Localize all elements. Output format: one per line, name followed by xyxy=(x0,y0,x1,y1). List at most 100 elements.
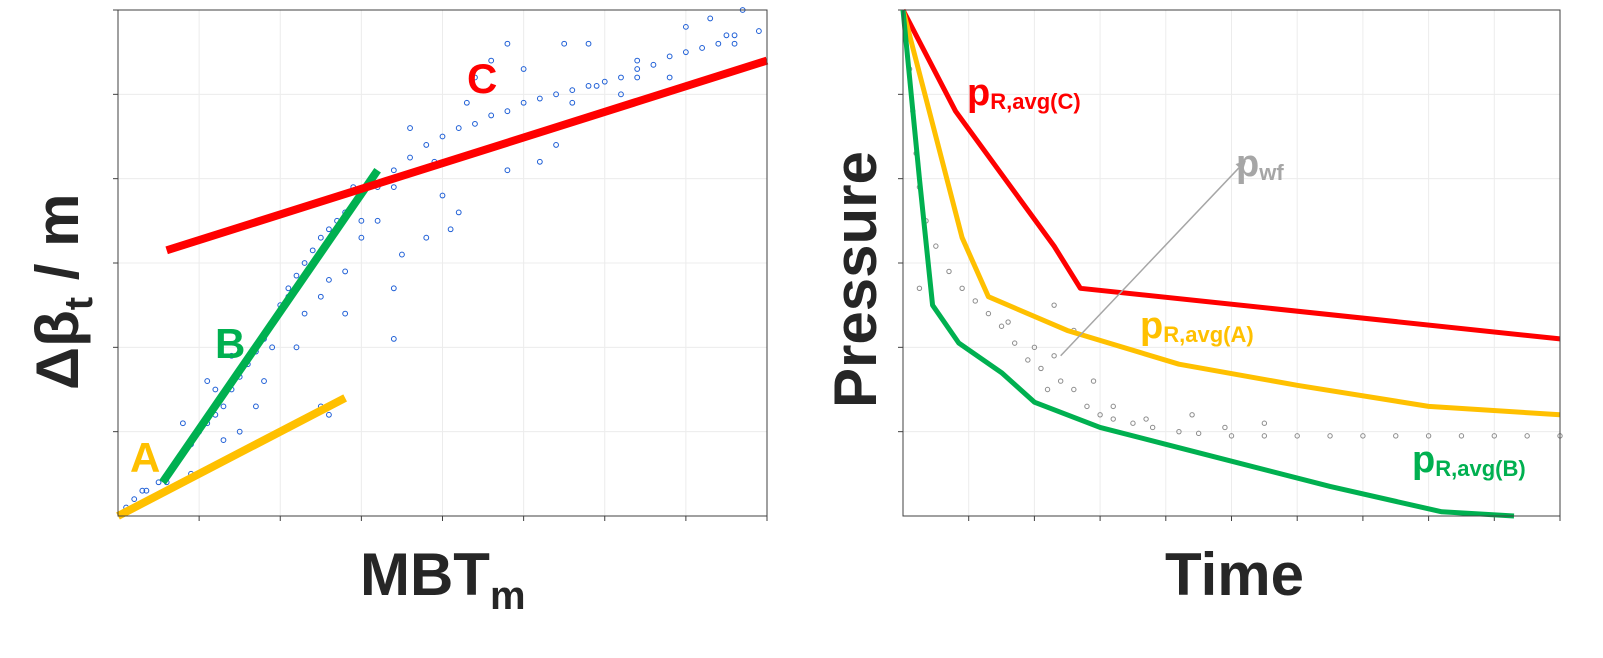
right-y-axis-label: Pressure xyxy=(822,151,889,408)
scatter-point xyxy=(212,386,219,393)
scatter-point xyxy=(715,40,722,47)
scatter-point xyxy=(342,268,349,275)
label-pr-avg-c-sub: R,avg(C) xyxy=(990,89,1080,114)
fit-line-b xyxy=(159,167,381,485)
scatter-point xyxy=(618,91,624,98)
fit-line-c xyxy=(165,56,769,255)
scatter-point xyxy=(488,57,495,64)
pwf-point xyxy=(1090,378,1097,384)
scatter-point xyxy=(309,247,316,254)
left-y-axis-label-main: Δβ xyxy=(24,310,91,390)
scatter-point xyxy=(618,74,624,81)
series-line-pr-avg-b xyxy=(900,9,1515,519)
scatter-point xyxy=(666,74,673,81)
scatter-point xyxy=(261,378,267,384)
pwf-point xyxy=(1011,340,1018,346)
pwf-point xyxy=(1110,403,1116,410)
scatter-point xyxy=(407,154,413,161)
label-pr-avg-c: pR,avg(C) xyxy=(967,72,1081,114)
pwf-point xyxy=(972,298,978,304)
scatter-point xyxy=(326,226,332,233)
scatter-point xyxy=(731,32,738,39)
left-x-axis-label-main: MBT xyxy=(360,541,490,608)
scatter-point xyxy=(269,344,276,351)
left-chart: A B C MBTm Δβt / m xyxy=(24,7,769,618)
scatter-point xyxy=(228,352,235,359)
scatter-point xyxy=(139,487,146,494)
scatter-point xyxy=(390,336,397,342)
scatter-point xyxy=(342,310,349,317)
scatter-point xyxy=(423,142,430,148)
scatter-point xyxy=(358,217,365,224)
scatter-point xyxy=(293,272,300,279)
scatter-point xyxy=(504,40,511,47)
scatter-point xyxy=(536,95,543,102)
scatter-point xyxy=(504,108,511,115)
right-x-axis-label: Time xyxy=(1165,541,1304,608)
pwf-point xyxy=(1071,386,1077,393)
scatter-point xyxy=(569,87,576,94)
pwf-point xyxy=(1044,386,1051,393)
right-chart-pwf-points xyxy=(903,24,1563,439)
pwf-point xyxy=(1005,319,1011,325)
left-x-axis-label-sub: m xyxy=(490,574,526,618)
scatter-point xyxy=(204,378,211,384)
label-pr-avg-a: pR,avg(A) xyxy=(1140,305,1254,347)
scatter-point xyxy=(390,167,397,174)
scatter-point xyxy=(131,496,138,503)
scatter-point xyxy=(220,403,227,410)
scatter-point xyxy=(707,15,714,22)
scatter-point xyxy=(650,61,657,68)
pwf-point xyxy=(1130,420,1136,426)
scatter-point xyxy=(463,99,470,106)
scatter-point xyxy=(682,49,689,56)
scatter-point xyxy=(390,285,397,292)
scatter-point xyxy=(731,40,738,47)
pwf-point xyxy=(933,243,939,249)
scatter-point xyxy=(326,276,332,283)
scatter-point xyxy=(301,310,308,317)
scatter-point xyxy=(520,66,527,72)
scatter-point xyxy=(699,45,705,51)
pwf-point xyxy=(1195,430,1202,437)
left-y-axis-label-tail: / m xyxy=(24,194,91,297)
label-a: A xyxy=(130,434,160,481)
pwf-point xyxy=(1057,378,1064,384)
pwf-point xyxy=(1189,412,1195,418)
pwf-point xyxy=(1051,302,1057,308)
right-chart: pR,avg(C) pwf pR,avg(A) pR,avg(B) Time P… xyxy=(822,8,1563,608)
scatter-point xyxy=(634,66,641,72)
scatter-point xyxy=(155,479,162,486)
pwf-point xyxy=(916,285,923,291)
pwf-point xyxy=(1294,433,1300,439)
scatter-point xyxy=(553,142,559,148)
label-pr-avg-a-sub: R,avg(A) xyxy=(1163,322,1253,347)
pwf-point xyxy=(1110,416,1116,422)
scatter-point xyxy=(236,428,243,435)
pwf-point xyxy=(1097,412,1103,418)
scatter-point xyxy=(723,32,730,39)
scatter-point xyxy=(293,344,300,351)
scatter-point xyxy=(561,40,568,47)
scatter-point xyxy=(317,234,324,241)
pwf-point xyxy=(1261,433,1268,439)
pwf-point xyxy=(1524,433,1530,439)
pwf-point xyxy=(1327,433,1333,439)
pwf-point xyxy=(1084,403,1090,410)
label-pwf-main: p xyxy=(1236,143,1259,185)
scatter-point xyxy=(455,209,462,216)
left-chart-fit-lines xyxy=(116,56,769,520)
pwf-point xyxy=(985,310,992,317)
pwf-point xyxy=(1222,424,1228,431)
label-b: B xyxy=(215,320,245,367)
pwf-point xyxy=(1491,433,1498,439)
scatter-point xyxy=(504,167,511,174)
scatter-point xyxy=(634,74,641,81)
pwf-point xyxy=(1038,365,1044,372)
scatter-point xyxy=(317,293,324,300)
pwf-point xyxy=(1228,433,1235,439)
label-pr-avg-b-main: p xyxy=(1412,439,1435,481)
scatter-point xyxy=(472,120,478,127)
pwf-point xyxy=(1143,416,1149,422)
